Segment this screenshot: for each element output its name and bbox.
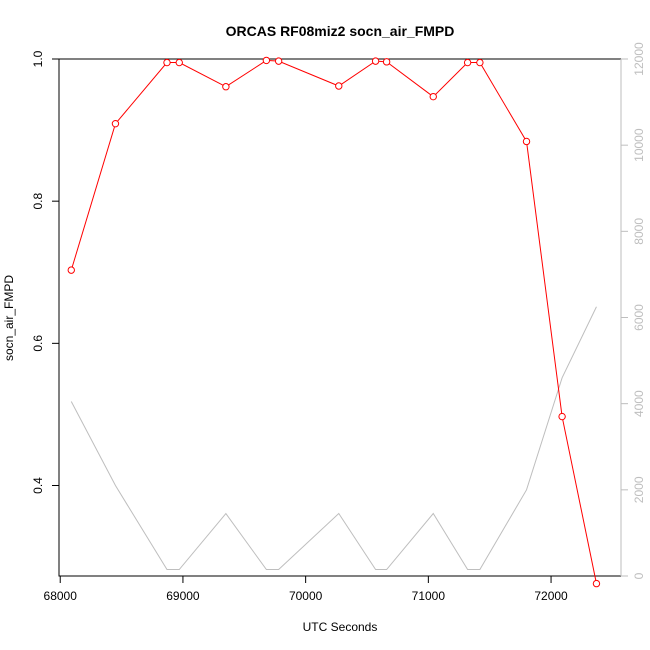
x-tick-label: 70000 <box>289 589 323 603</box>
y-axis-right: 0 2000 4000 6000 8000 10000 12000 <box>620 42 646 579</box>
y2-tick-label: 8000 <box>632 218 646 245</box>
series-line-right <box>70 306 597 571</box>
chart-title: ORCAS RF08miz2 socn_air_FMPD <box>226 23 455 39</box>
series-line-left <box>70 59 597 584</box>
data-point <box>111 119 120 128</box>
y-tick-label: 0.4 <box>31 477 45 494</box>
data-point <box>175 58 183 67</box>
data-point <box>274 57 283 65</box>
y2-tick-label: 6000 <box>632 304 646 331</box>
y-axis-left: 0.4 0.6 0.8 1.0 <box>31 50 60 494</box>
data-point <box>371 57 380 65</box>
x-tick-label: 69000 <box>166 589 200 603</box>
x-axis: 68000 69000 70000 71000 72000 <box>44 575 568 603</box>
data-point <box>558 412 566 421</box>
y-tick-label: 1.0 <box>31 50 45 67</box>
data-point <box>463 58 472 67</box>
data-point <box>163 58 171 67</box>
data-point <box>592 579 601 588</box>
x-tick-label: 72000 <box>534 589 568 603</box>
y2-tick-label: 12000 <box>632 42 646 76</box>
series-layer <box>67 56 601 588</box>
x-tick-label: 71000 <box>412 589 446 603</box>
x-axis-label: UTC Seconds <box>303 620 378 634</box>
data-point <box>476 58 484 67</box>
y-tick-label: 0.8 <box>31 193 45 210</box>
y2-tick-label: 0 <box>632 572 646 579</box>
y2-tick-label: 2000 <box>632 476 646 503</box>
data-point <box>429 92 437 101</box>
data-point <box>262 56 271 65</box>
data-point <box>222 83 230 91</box>
y-axis-label: socn_air_FMPD <box>2 275 16 361</box>
y2-tick-label: 10000 <box>632 128 646 162</box>
y2-tick-label: 4000 <box>632 390 646 417</box>
data-point <box>522 137 531 146</box>
plot-frame <box>58 58 622 577</box>
x-tick-label: 68000 <box>44 589 78 603</box>
data-point <box>335 82 343 90</box>
data-point <box>382 58 391 66</box>
data-point <box>67 266 75 274</box>
y-tick-label: 0.6 <box>31 335 45 352</box>
